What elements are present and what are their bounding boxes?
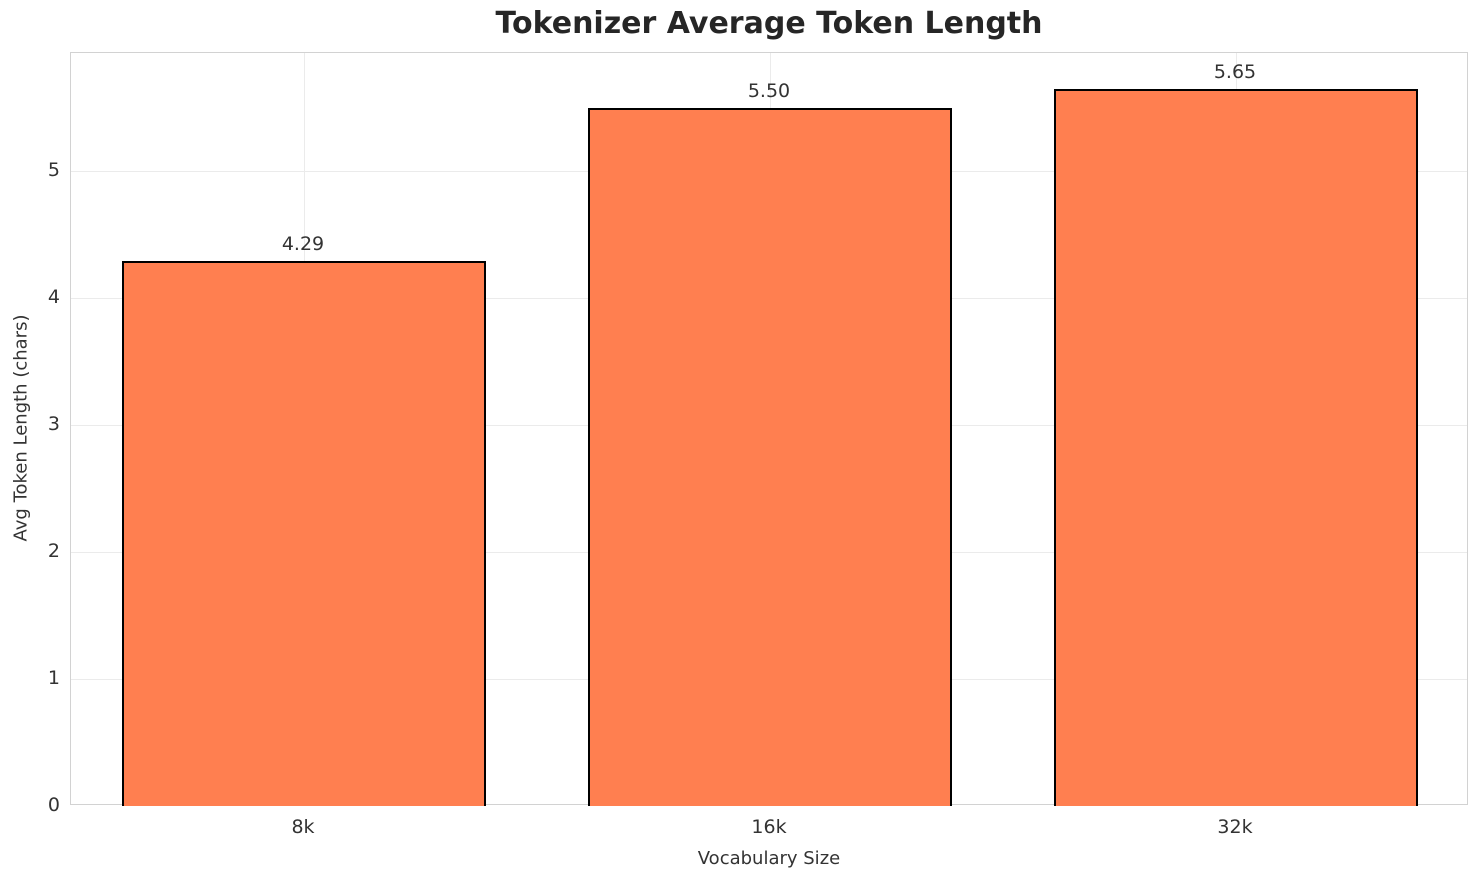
y-tick-label: 1 <box>47 667 60 690</box>
y-tick-label: 3 <box>47 413 60 436</box>
bar-16k <box>588 107 952 806</box>
y-tick-label: 4 <box>47 286 60 309</box>
plot-area <box>70 52 1468 806</box>
bar-value-label: 4.29 <box>281 233 325 256</box>
bar-value-label: 5.50 <box>747 79 791 102</box>
bar-value-label: 5.65 <box>1213 60 1257 83</box>
x-tick-label-16k: 16k <box>751 816 787 838</box>
y-tick-label: 5 <box>47 159 60 182</box>
x-axis-label: Vocabulary Size <box>697 848 841 869</box>
y-tick-label: 2 <box>47 540 60 563</box>
chart-title: Tokenizer Average Token Length <box>495 6 1043 41</box>
y-tick-label: 0 <box>47 794 60 816</box>
bar-32k <box>1054 88 1418 806</box>
x-tick-label-8k: 8k <box>291 816 315 838</box>
x-tick-label-32k: 32k <box>1217 816 1253 838</box>
bar-8k <box>122 261 486 806</box>
